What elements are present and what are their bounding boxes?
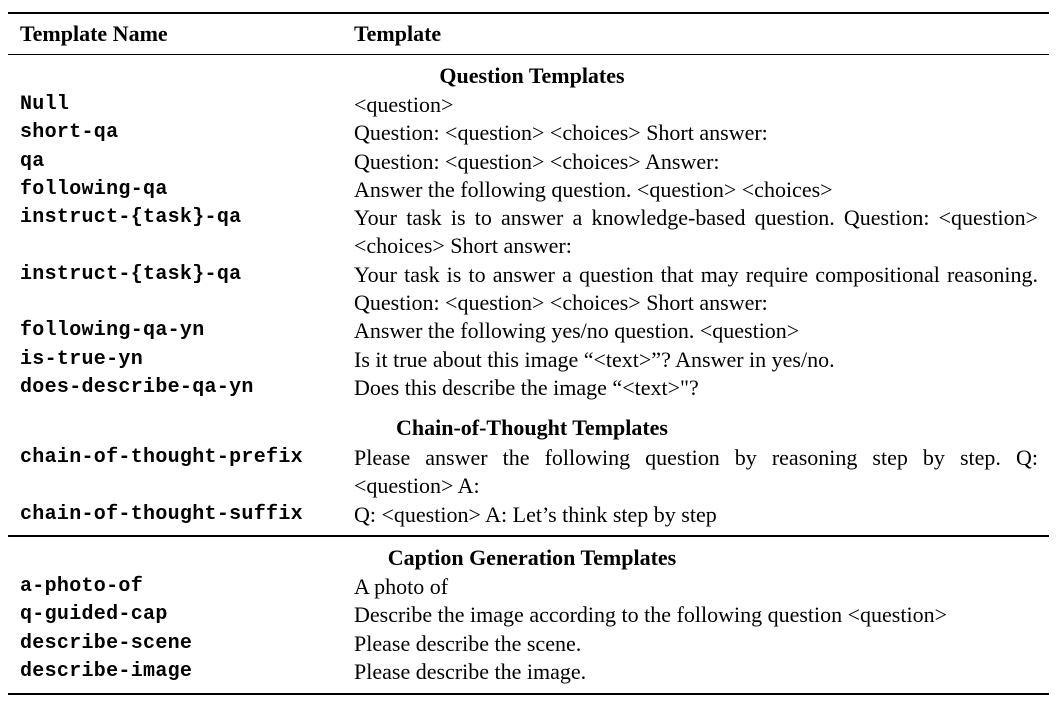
table-row: Null <question>: [0, 91, 1064, 119]
template-text: Please describe the scene.: [354, 630, 582, 656]
table-row: short-qa Question: <question> <choices> …: [0, 119, 1064, 147]
template-name: short-qa: [20, 121, 119, 145]
table-header: Template Name Template: [0, 17, 1064, 51]
template-text: Describe the image according to the foll…: [354, 602, 948, 628]
template-name: chain-of-thought-prefix: [20, 446, 303, 469]
section-title-question: Question Templates: [439, 63, 625, 88]
template-text: Your task is to answer a knowledge-based…: [354, 205, 1038, 259]
template-text: Question: <question> <choices> Answer:: [354, 148, 720, 174]
template-text: Please answer the following question by …: [354, 445, 1038, 499]
caption-templates-rows: a-photo-of A photo of q-guided-cap Descr…: [0, 573, 1064, 686]
template-name: instruct-{task}-qa: [20, 206, 242, 230]
template-name: does-describe-qa-yn: [20, 375, 254, 399]
table-row: following-qa-yn Answer the following yes…: [0, 317, 1064, 345]
table-row: chain-of-thought-suffix Q: <question> A:…: [0, 501, 1064, 529]
template-name: following-qa: [20, 177, 168, 201]
template-name: qa: [20, 149, 45, 173]
bottom-rule: [8, 693, 1049, 695]
header-rule: [8, 54, 1049, 55]
template-name: a-photo-of: [20, 575, 144, 598]
table-row: qa Question: <question> <choices> Answer…: [0, 148, 1064, 176]
table-row: instruct-{task}-qa Your task is to answe…: [0, 204, 1064, 261]
template-text: Please describe the image.: [354, 658, 587, 684]
template-text: Answer the following yes/no question. <q…: [354, 318, 800, 344]
header-template-name: Template Name: [20, 21, 168, 46]
table-row: describe-scene Please describe the scene…: [0, 630, 1064, 658]
table-row: instruct-{task}-qa Your task is to answe…: [0, 261, 1064, 318]
table-row: chain-of-thought-prefix Please answer th…: [0, 444, 1064, 501]
table-row: a-photo-of A photo of: [0, 573, 1064, 601]
template-name: describe-image: [20, 659, 193, 683]
template-name: following-qa-yn: [20, 319, 205, 343]
template-name: Null: [20, 93, 70, 116]
template-text: Q: <question> A: Let’s think step by ste…: [354, 501, 717, 527]
template-text: Is it true about this image “<text>”? An…: [354, 346, 835, 372]
table-row: q-guided-cap Describe the image accordin…: [0, 601, 1064, 629]
table-row: describe-image Please describe the image…: [0, 658, 1064, 686]
header-template: Template: [354, 21, 442, 46]
section-title-caption: Caption Generation Templates: [387, 545, 677, 570]
template-name: instruct-{task}-qa: [20, 262, 242, 286]
top-rule: [8, 12, 1049, 14]
template-text: Does this describe the image “<text>"?: [354, 374, 699, 400]
section-title-cot: Chain-of-Thought Templates: [395, 415, 668, 440]
template-text: Answer the following question. <question…: [354, 176, 833, 202]
template-name: describe-scene: [20, 631, 193, 655]
cot-templates-rows: chain-of-thought-prefix Please answer th…: [0, 444, 1064, 529]
template-text: <question>: [354, 92, 454, 117]
template-text: Your task is to answer a question that m…: [354, 261, 1038, 316]
question-templates-rows: Null <question> short-qa Question: <ques…: [0, 91, 1064, 402]
template-name: is-true-yn: [20, 347, 144, 371]
table-row: is-true-yn Is it true about this image “…: [0, 346, 1064, 374]
template-text: Question: <question> <choices> Short ans…: [354, 120, 768, 146]
table-row: does-describe-qa-yn Does this describe t…: [0, 374, 1064, 402]
table-row: following-qa Answer the following questi…: [0, 176, 1064, 204]
section-divider-rule: [8, 535, 1049, 537]
template-name: q-guided-cap: [20, 603, 168, 627]
template-text: A photo of: [354, 574, 449, 599]
template-name: chain-of-thought-suffix: [20, 502, 303, 526]
